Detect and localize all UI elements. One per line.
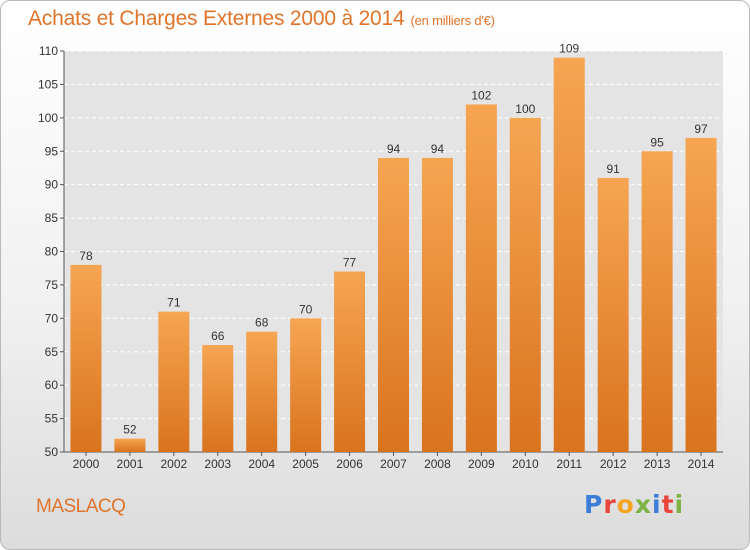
x-tick-label: 2007 [380,457,407,471]
bar [685,137,717,452]
x-tick-label: 2009 [468,457,495,471]
data-label: 100 [515,102,535,116]
x-tick-label: 2004 [248,457,275,471]
x-tick-label: 2001 [117,457,144,471]
bar [334,271,366,452]
logo-letter: i [674,490,685,519]
data-label: 66 [211,329,225,343]
logo-letter: r [603,490,617,519]
title-subtitle: (en milliers d'€) [410,13,495,28]
y-tick-label: 80 [45,245,59,259]
y-tick-label: 85 [45,211,59,225]
y-tick-label: 55 [45,412,59,426]
x-tick-label: 2003 [204,457,231,471]
bar [597,177,629,452]
data-label: 109 [559,42,579,56]
bar [465,104,497,452]
y-tick-label: 100 [38,111,58,125]
data-label: 68 [255,316,269,330]
bar [246,331,278,452]
y-tick-label: 95 [45,144,59,158]
y-tick-label: 105 [38,77,58,91]
x-tick-label: 2002 [160,457,187,471]
x-tick-label: 2011 [556,457,582,471]
data-label: 71 [167,296,181,310]
bar [421,157,453,452]
bar [70,264,102,452]
bar [378,157,409,452]
x-tick-label: 2012 [600,457,627,471]
bar [641,151,673,452]
title-main: Achats et Charges Externes 2000 à 2014 [28,7,405,30]
logo-letter: i [652,490,662,519]
x-tick-label: 2013 [644,457,671,471]
chart-title: Achats et Charges Externes 2000 à 2014 (e… [28,7,495,31]
data-label: 52 [123,423,137,437]
bar [553,57,585,452]
bar [114,438,146,452]
y-tick-label: 70 [45,311,59,325]
logo-letter: P [584,490,604,519]
y-tick-label: 60 [45,378,59,392]
bar [202,345,234,452]
y-tick-label: 75 [45,278,59,292]
proxiti-logo: Proxiti [584,490,684,519]
bar [158,311,190,452]
data-label: 70 [299,302,313,316]
data-label: 95 [650,135,664,149]
y-tick-label: 110 [39,44,58,58]
bar [290,318,322,452]
data-label: 94 [431,142,445,156]
bar [509,117,541,452]
logo-letter: x [634,490,652,519]
data-label: 91 [606,162,620,176]
data-label: 77 [343,256,357,270]
data-label: 97 [694,122,708,136]
x-tick-label: 2000 [73,457,100,471]
logo-letter: o [616,490,635,519]
commune-name: MASLACQ [36,496,126,517]
x-tick-label: 2005 [292,457,319,471]
data-label: 102 [471,88,491,102]
y-tick-label: 65 [45,345,59,359]
data-label: 94 [387,142,401,156]
data-label: 78 [79,249,93,263]
y-tick-label: 50 [45,445,59,459]
x-tick-label: 2014 [688,457,715,471]
logo-letter: t [661,490,675,519]
y-tick-label: 90 [45,178,59,192]
x-tick-label: 2008 [424,457,451,471]
x-tick-label: 2010 [512,457,539,471]
x-tick-label: 2006 [336,457,363,471]
